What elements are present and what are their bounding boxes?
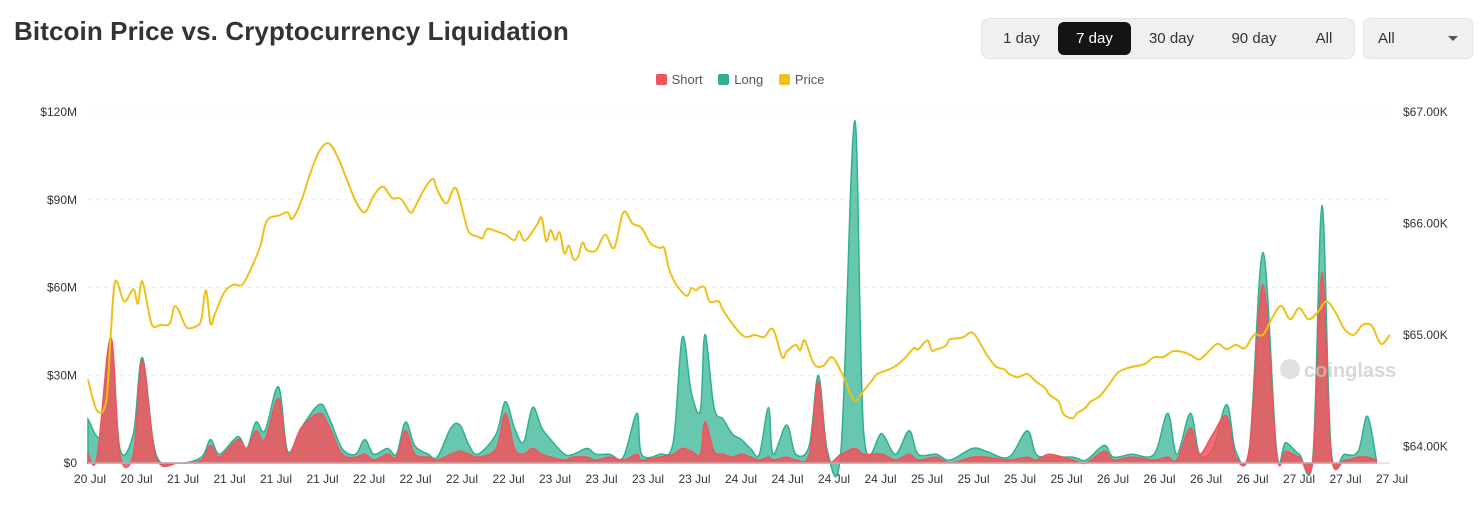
range-all-button[interactable]: All	[1315, 30, 1333, 47]
x-tick-label: 23 Jul	[585, 472, 617, 486]
legend-label-price: Price	[794, 72, 825, 87]
x-tick-label: 20 Jul	[74, 472, 106, 486]
legend-item-price[interactable]: Price	[778, 72, 825, 87]
chart-legend: Short Long Price	[0, 72, 1480, 87]
x-tick-label: 27 Jul	[1376, 472, 1408, 486]
legend-label-short: Short	[671, 72, 703, 87]
coin-filter-value: All	[1378, 30, 1395, 47]
legend-label-long: Long	[734, 72, 764, 87]
range-7-day-button[interactable]: 7 day	[1058, 22, 1131, 55]
chart-gridlines	[88, 111, 1390, 376]
legend-swatch-short	[655, 74, 667, 85]
x-tick-label: 23 Jul	[539, 472, 571, 486]
range-90-day-button[interactable]: 90 day	[1231, 30, 1277, 47]
legend-swatch-long	[718, 74, 730, 85]
x-tick-label: 26 Jul	[1190, 472, 1222, 486]
chart-axes: $0 $30M $60M $90M $120M $64.00K $65.00K $66.00K…	[40, 105, 1447, 486]
x-tick-label: 21 Jul	[167, 472, 199, 486]
x-tick-label: 23 Jul	[678, 472, 710, 486]
x-tick-label: 22 Jul	[446, 472, 478, 486]
x-tick-label: 24 Jul	[725, 472, 757, 486]
y-right-tick-label: $65.00K	[1403, 328, 1448, 342]
chart-area-series	[87, 120, 1391, 478]
series-price-line	[87, 142, 1391, 420]
chevron-down-icon	[1448, 36, 1458, 41]
y-left-tick-label: $0	[64, 456, 78, 470]
x-tick-label: 24 Jul	[771, 472, 803, 486]
watermark-logo-icon	[1280, 359, 1300, 379]
x-tick-label: 25 Jul	[1050, 472, 1082, 486]
series-short-area	[87, 272, 1378, 475]
x-tick-label: 25 Jul	[1004, 472, 1036, 486]
x-tick-label: 24 Jul	[818, 472, 850, 486]
x-tick-label: 22 Jul	[399, 472, 431, 486]
page-title: Bitcoin Price vs. Cryptocurrency Liquida…	[14, 16, 569, 46]
legend-item-short[interactable]: Short	[655, 72, 703, 87]
x-tick-label: 21 Jul	[213, 472, 245, 486]
x-tick-label: 25 Jul	[911, 472, 943, 486]
legend-item-long[interactable]: Long	[718, 72, 763, 87]
x-tick-label: 20 Jul	[120, 472, 152, 486]
x-tick-label: 22 Jul	[353, 472, 385, 486]
x-tick-label: 21 Jul	[260, 472, 292, 486]
x-tick-label: 26 Jul	[1143, 472, 1175, 486]
x-tick-label: 25 Jul	[957, 472, 989, 486]
range-1-day-button[interactable]: 1 day	[1003, 30, 1040, 47]
y-left-tick-label: $120M	[40, 105, 77, 119]
legend-swatch-price	[778, 74, 790, 85]
y-left-tick-label: $90M	[47, 193, 77, 207]
y-left-tick-label: $60M	[47, 281, 77, 295]
x-tick-label: 22 Jul	[492, 472, 524, 486]
coin-filter-dropdown[interactable]: All	[1363, 18, 1473, 59]
x-tick-label: 27 Jul	[1329, 472, 1361, 486]
series-long-area	[87, 120, 1378, 478]
x-tick-label: 26 Jul	[1097, 472, 1129, 486]
time-range-selector: 1 day 7 day 30 day 90 day All	[981, 18, 1355, 59]
x-tick-label: 23 Jul	[632, 472, 664, 486]
range-30-day-button[interactable]: 30 day	[1148, 30, 1195, 47]
y-left-tick-label: $30M	[47, 368, 77, 382]
x-tick-label: 21 Jul	[306, 472, 338, 486]
y-right-tick-label: $67.00K	[1403, 105, 1448, 119]
watermark-text: coinglass	[1304, 360, 1396, 382]
x-tick-label: 27 Jul	[1283, 472, 1315, 486]
watermark: coinglass	[1280, 359, 1396, 382]
y-right-tick-label: $64.00K	[1403, 439, 1448, 453]
x-tick-label: 26 Jul	[1236, 472, 1268, 486]
x-tick-label: 24 Jul	[864, 472, 896, 486]
y-right-tick-label: $66.00K	[1403, 216, 1448, 230]
